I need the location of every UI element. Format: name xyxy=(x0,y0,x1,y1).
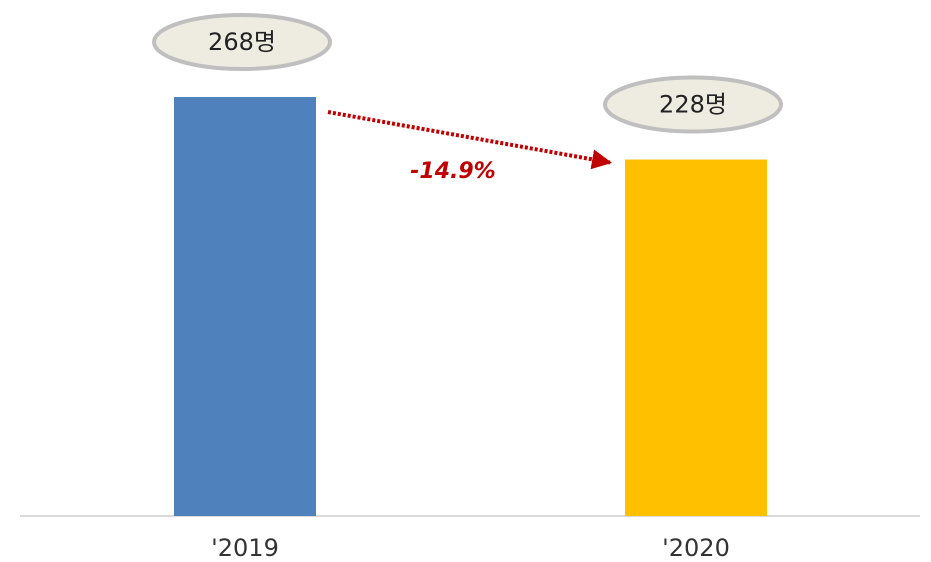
x-tick-label: '2020 xyxy=(662,534,730,562)
change-annotation: -14.9% xyxy=(410,159,495,184)
x-tick-label: '2019 xyxy=(211,534,279,562)
bar xyxy=(625,159,767,517)
value-label-bubble xyxy=(152,13,332,71)
value-label: 268명 xyxy=(208,28,276,56)
bar xyxy=(174,97,316,516)
value-label: 228명 xyxy=(659,91,727,119)
value-label-bubble xyxy=(603,75,783,134)
change-arrow xyxy=(327,110,612,170)
